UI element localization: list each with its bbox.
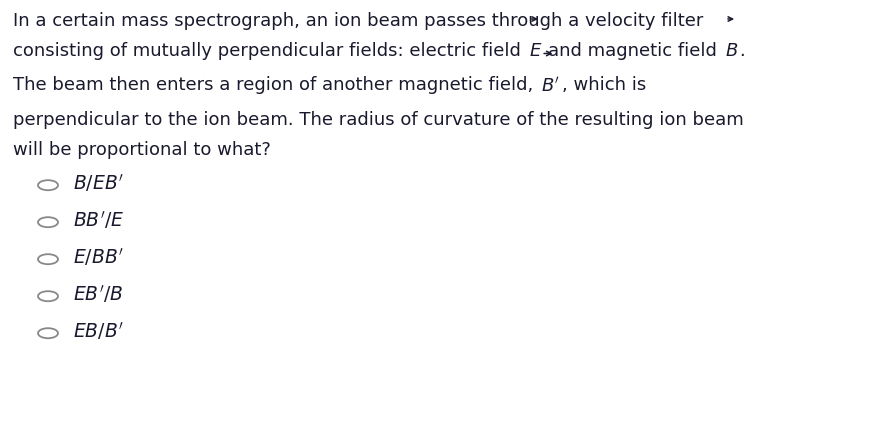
Text: $\mathit{E/BB'}$: $\mathit{E/BB'}$ (73, 246, 124, 268)
Text: The beam then enters a region of another magnetic field,: The beam then enters a region of another… (13, 76, 533, 94)
Text: perpendicular to the ion beam. The radius of curvature of the resulting ion beam: perpendicular to the ion beam. The radiu… (13, 111, 743, 129)
Text: $\mathit{EB'/B}$: $\mathit{EB'/B}$ (73, 283, 123, 305)
Text: will be proportional to what?: will be proportional to what? (13, 141, 270, 159)
Text: consisting of mutually perpendicular fields: electric field: consisting of mutually perpendicular fie… (13, 42, 521, 60)
Text: $\mathit{BB'/E}$: $\mathit{BB'/E}$ (73, 209, 124, 231)
Text: $\mathit{EB/B'}$: $\mathit{EB/B'}$ (73, 320, 124, 342)
Text: and magnetic field: and magnetic field (548, 42, 716, 60)
Text: $\mathit{B/EB'}$: $\mathit{B/EB'}$ (73, 172, 124, 194)
Text: $\mathit{E}$: $\mathit{E}$ (529, 42, 542, 60)
Text: .: . (738, 42, 745, 60)
Text: , which is: , which is (562, 76, 645, 94)
Text: $\mathit{B}$: $\mathit{B}$ (724, 42, 738, 60)
Text: In a certain mass spectrograph, an ion beam passes through a velocity filter: In a certain mass spectrograph, an ion b… (13, 12, 702, 30)
Text: $\mathit{B'}$: $\mathit{B'}$ (541, 76, 559, 96)
